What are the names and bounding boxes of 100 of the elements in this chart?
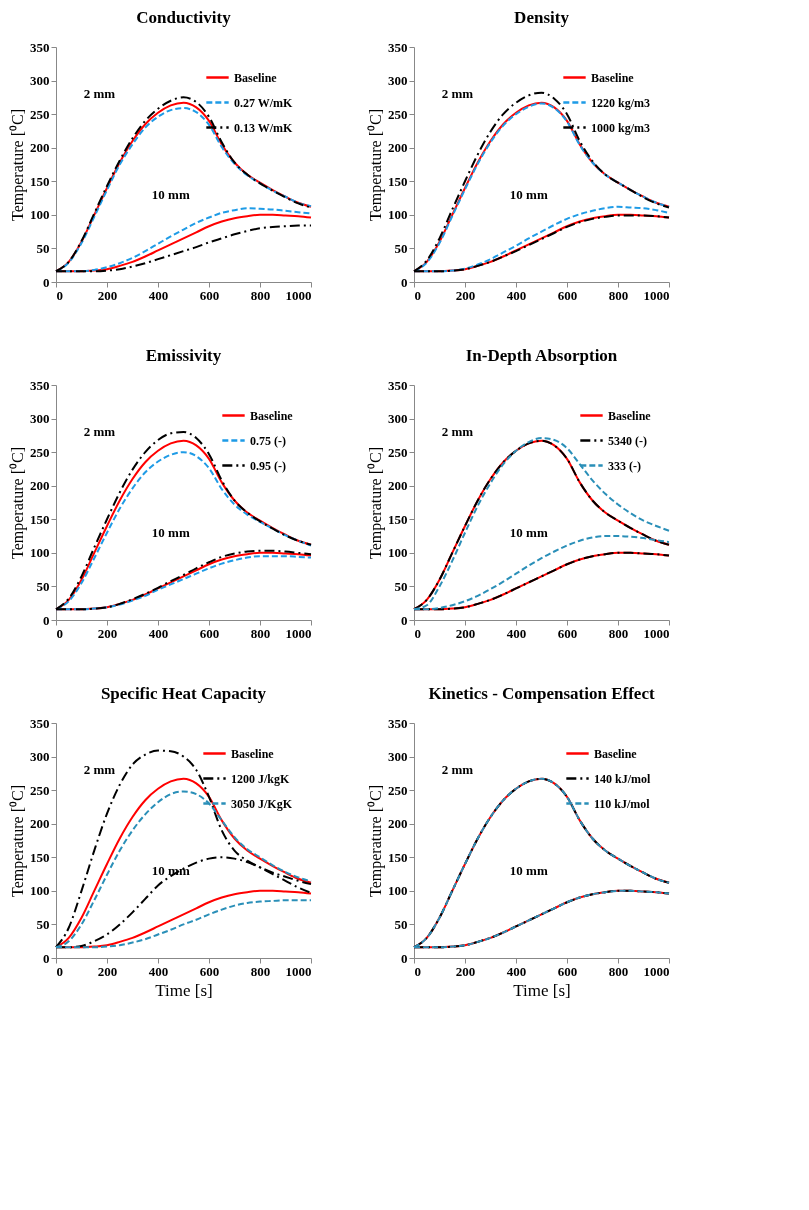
annotation: 2 mm xyxy=(83,424,116,439)
x-tick-label: 200 xyxy=(455,625,476,641)
chart-title: Conductivity xyxy=(136,8,232,27)
y-tick-label: 350 xyxy=(388,39,408,55)
y-tick-label: 200 xyxy=(30,140,50,156)
y-tick-label: 350 xyxy=(30,715,50,731)
y-tick-label: 300 xyxy=(30,411,50,427)
y-tick-label: 300 xyxy=(388,411,408,427)
y-tick-label: 100 xyxy=(388,883,408,899)
x-tick-label: 200 xyxy=(455,287,476,303)
y-tick-label: 250 xyxy=(388,444,408,460)
legend-label: 140 kJ/mol xyxy=(594,771,651,786)
y-tick-label: 150 xyxy=(388,173,408,189)
x-tick-label: 400 xyxy=(506,287,527,303)
x-tick-label: 600 xyxy=(199,963,220,979)
y-tick-label: 200 xyxy=(388,478,408,494)
y-tick-label: 0 xyxy=(43,274,50,290)
chart-title: Specific Heat Capacity xyxy=(100,684,267,703)
legend-label: 1000 kg/m3 xyxy=(591,120,651,135)
x-tick-label: 1000 xyxy=(285,287,312,303)
chart-title: Density xyxy=(514,8,570,27)
legend-label: 0.27 W/mK xyxy=(234,95,294,110)
x-tick-label: 1000 xyxy=(285,625,312,641)
y-tick-label: 50 xyxy=(394,916,408,932)
legend-label: 3050 J/KgK xyxy=(231,796,293,811)
x-tick-label: 0 xyxy=(56,963,63,979)
x-axis-title: Time [s] xyxy=(513,980,571,1000)
legend-label: Baseline xyxy=(594,746,638,761)
x-tick-label: 1000 xyxy=(643,963,670,979)
y-tick-label: 50 xyxy=(36,240,50,256)
x-tick-label: 400 xyxy=(148,963,169,979)
legend-label: Baseline xyxy=(250,408,294,423)
x-tick-label: 800 xyxy=(250,287,271,303)
x-tick-label: 600 xyxy=(557,963,578,979)
y-tick-label: 250 xyxy=(388,106,408,122)
x-tick-label: 800 xyxy=(608,287,629,303)
legend-label: 0.95 (-) xyxy=(250,458,286,473)
annotation: 10 mm xyxy=(509,525,548,541)
legend-label: Baseline xyxy=(234,70,278,85)
y-tick-label: 200 xyxy=(30,478,50,494)
y-tick-label: 300 xyxy=(388,749,408,765)
x-tick-label: 800 xyxy=(250,625,271,641)
x-tick-label: 600 xyxy=(557,625,578,641)
y-tick-label: 250 xyxy=(30,444,50,460)
legend-label: 110 kJ/mol xyxy=(594,796,651,811)
y-tick-label: 250 xyxy=(30,782,50,798)
annotation: 10 mm xyxy=(509,863,548,879)
y-tick-label: 250 xyxy=(30,106,50,122)
x-tick-label: 0 xyxy=(414,963,421,979)
legend-label: 333 (-) xyxy=(608,458,641,473)
y-tick-label: 50 xyxy=(394,578,408,594)
y-tick-label: 350 xyxy=(388,715,408,731)
annotation: 2 mm xyxy=(441,86,474,101)
x-tick-label: 800 xyxy=(608,625,629,641)
x-tick-label: 1000 xyxy=(643,625,670,641)
y-axis-title: Temperature [⁰C] xyxy=(9,447,27,559)
y-tick-label: 200 xyxy=(388,816,408,832)
y-tick-label: 300 xyxy=(388,73,408,89)
x-tick-label: 1000 xyxy=(643,287,670,303)
x-tick-label: 200 xyxy=(97,963,118,979)
x-tick-label: 200 xyxy=(97,287,118,303)
y-tick-label: 250 xyxy=(388,782,408,798)
y-axis-title: Temperature [⁰C] xyxy=(9,785,27,897)
y-tick-label: 200 xyxy=(388,140,408,156)
x-tick-label: 600 xyxy=(199,287,220,303)
y-tick-label: 50 xyxy=(394,240,408,256)
x-tick-label: 600 xyxy=(199,625,220,641)
y-tick-label: 150 xyxy=(30,173,50,189)
legend-label: 5340 (-) xyxy=(608,433,647,448)
x-tick-label: 800 xyxy=(608,963,629,979)
y-tick-label: 350 xyxy=(30,377,50,393)
y-tick-label: 200 xyxy=(30,816,50,832)
chart-title: Kinetics - Compensation Effect xyxy=(428,684,655,703)
x-tick-label: 600 xyxy=(557,287,578,303)
y-tick-label: 0 xyxy=(401,612,408,628)
x-tick-label: 1000 xyxy=(285,963,312,979)
legend-label: 0.75 (-) xyxy=(250,433,286,448)
legend-label: 1220 kg/m3 xyxy=(591,95,651,110)
x-tick-label: 0 xyxy=(414,287,421,303)
chart-title: Emissivity xyxy=(145,346,222,365)
y-tick-label: 0 xyxy=(43,950,50,966)
legend-label: Baseline xyxy=(231,746,275,761)
legend-label: Baseline xyxy=(608,408,652,423)
y-axis-title: Temperature [⁰C] xyxy=(367,447,385,559)
y-tick-label: 150 xyxy=(388,511,408,527)
annotation: 2 mm xyxy=(441,424,474,439)
x-axis-title: Time [s] xyxy=(155,980,213,1000)
annotation: 2 mm xyxy=(441,762,474,777)
y-tick-label: 50 xyxy=(36,578,50,594)
y-tick-label: 100 xyxy=(30,883,50,899)
y-tick-label: 50 xyxy=(36,916,50,932)
x-tick-label: 0 xyxy=(56,625,63,641)
x-tick-label: 800 xyxy=(250,963,271,979)
y-tick-label: 300 xyxy=(30,749,50,765)
y-axis-title: Temperature [⁰C] xyxy=(9,109,27,221)
y-axis-title: Temperature [⁰C] xyxy=(367,785,385,897)
y-tick-label: 100 xyxy=(388,207,408,223)
y-tick-label: 300 xyxy=(30,73,50,89)
annotation: 10 mm xyxy=(509,187,548,203)
annotation: 2 mm xyxy=(83,86,116,101)
